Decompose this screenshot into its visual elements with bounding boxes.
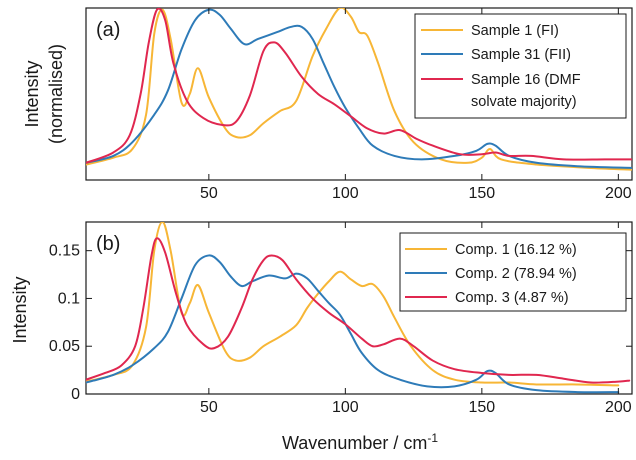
panel-b-y-axis-title: Intensity <box>10 276 30 343</box>
x-tick-label: 200 <box>605 185 632 202</box>
legend-label-sample-31: Sample 31 (FII) <box>471 47 571 63</box>
panel-a-legend-box <box>414 13 627 119</box>
panel-b-legend: Comp. 1 (16.12 %) Comp. 2 (78.94 %) Comp… <box>399 232 627 312</box>
series-line-a-1 <box>86 8 632 171</box>
legend-label-comp-1: Comp. 1 (16.12 %) <box>455 242 577 258</box>
legend-label-comp-3: Comp. 3 (4.87 %) <box>455 290 569 306</box>
panel-a: 50 100 150 200 (a) Intensity (normalised) S… <box>22 7 633 202</box>
x-tick-label: 50 <box>200 399 218 416</box>
series-line-a-2 <box>86 8 632 169</box>
panel-a-y-axis-subtitle: (normalised) <box>46 44 66 144</box>
legend-label-sample-16: Sample 16 (DMF <box>471 72 581 88</box>
panel-b-series <box>86 222 631 394</box>
y-tick-label: 0.05 <box>49 338 80 355</box>
panel-b-x-ticks: 50 100 150 200 <box>200 222 632 416</box>
series-line-a-3 <box>86 8 632 164</box>
series-line-b-3 <box>86 237 631 384</box>
x-tick-label: 50 <box>200 185 218 202</box>
panel-b-frame <box>85 221 633 395</box>
y-tick-label: 0 <box>71 386 80 403</box>
panel-a-frame <box>85 7 633 181</box>
panel-a-series <box>86 8 632 171</box>
x-tick-label: 150 <box>468 185 495 202</box>
panel-b: 50 100 150 200 0 0.05 0.1 0.15 (b) Intensity C… <box>10 221 633 416</box>
x-axis-title: Wavenumber / cm-1 <box>282 431 438 453</box>
x-tick-label: 150 <box>468 399 495 416</box>
legend-label-comp-2: Comp. 2 (78.94 %) <box>455 266 577 282</box>
legend-label-sample-1: Sample 1 (FI) <box>471 23 559 39</box>
y-tick-label: 0.15 <box>49 243 80 260</box>
panel-a-label: (a) <box>96 19 120 41</box>
x-tick-label: 200 <box>605 399 632 416</box>
series-line-b-2 <box>86 254 620 394</box>
panel-a-x-ticks: 50 100 150 200 <box>200 8 632 202</box>
x-tick-label: 100 <box>332 185 359 202</box>
panel-a-legend: Sample 1 (FI) Sample 31 (FII) Sample 16 … <box>414 13 627 119</box>
panel-a-y-axis-title: Intensity <box>22 60 42 127</box>
legend-label-sample-16-continued: solvate majority) <box>471 94 577 110</box>
x-tick-label: 100 <box>332 399 359 416</box>
y-tick-label: 0.1 <box>58 290 80 307</box>
panel-b-y-ticks: 0 0.05 0.1 0.15 <box>49 243 632 403</box>
panel-b-label: (b) <box>96 233 120 255</box>
series-line-b-1 <box>86 222 620 387</box>
